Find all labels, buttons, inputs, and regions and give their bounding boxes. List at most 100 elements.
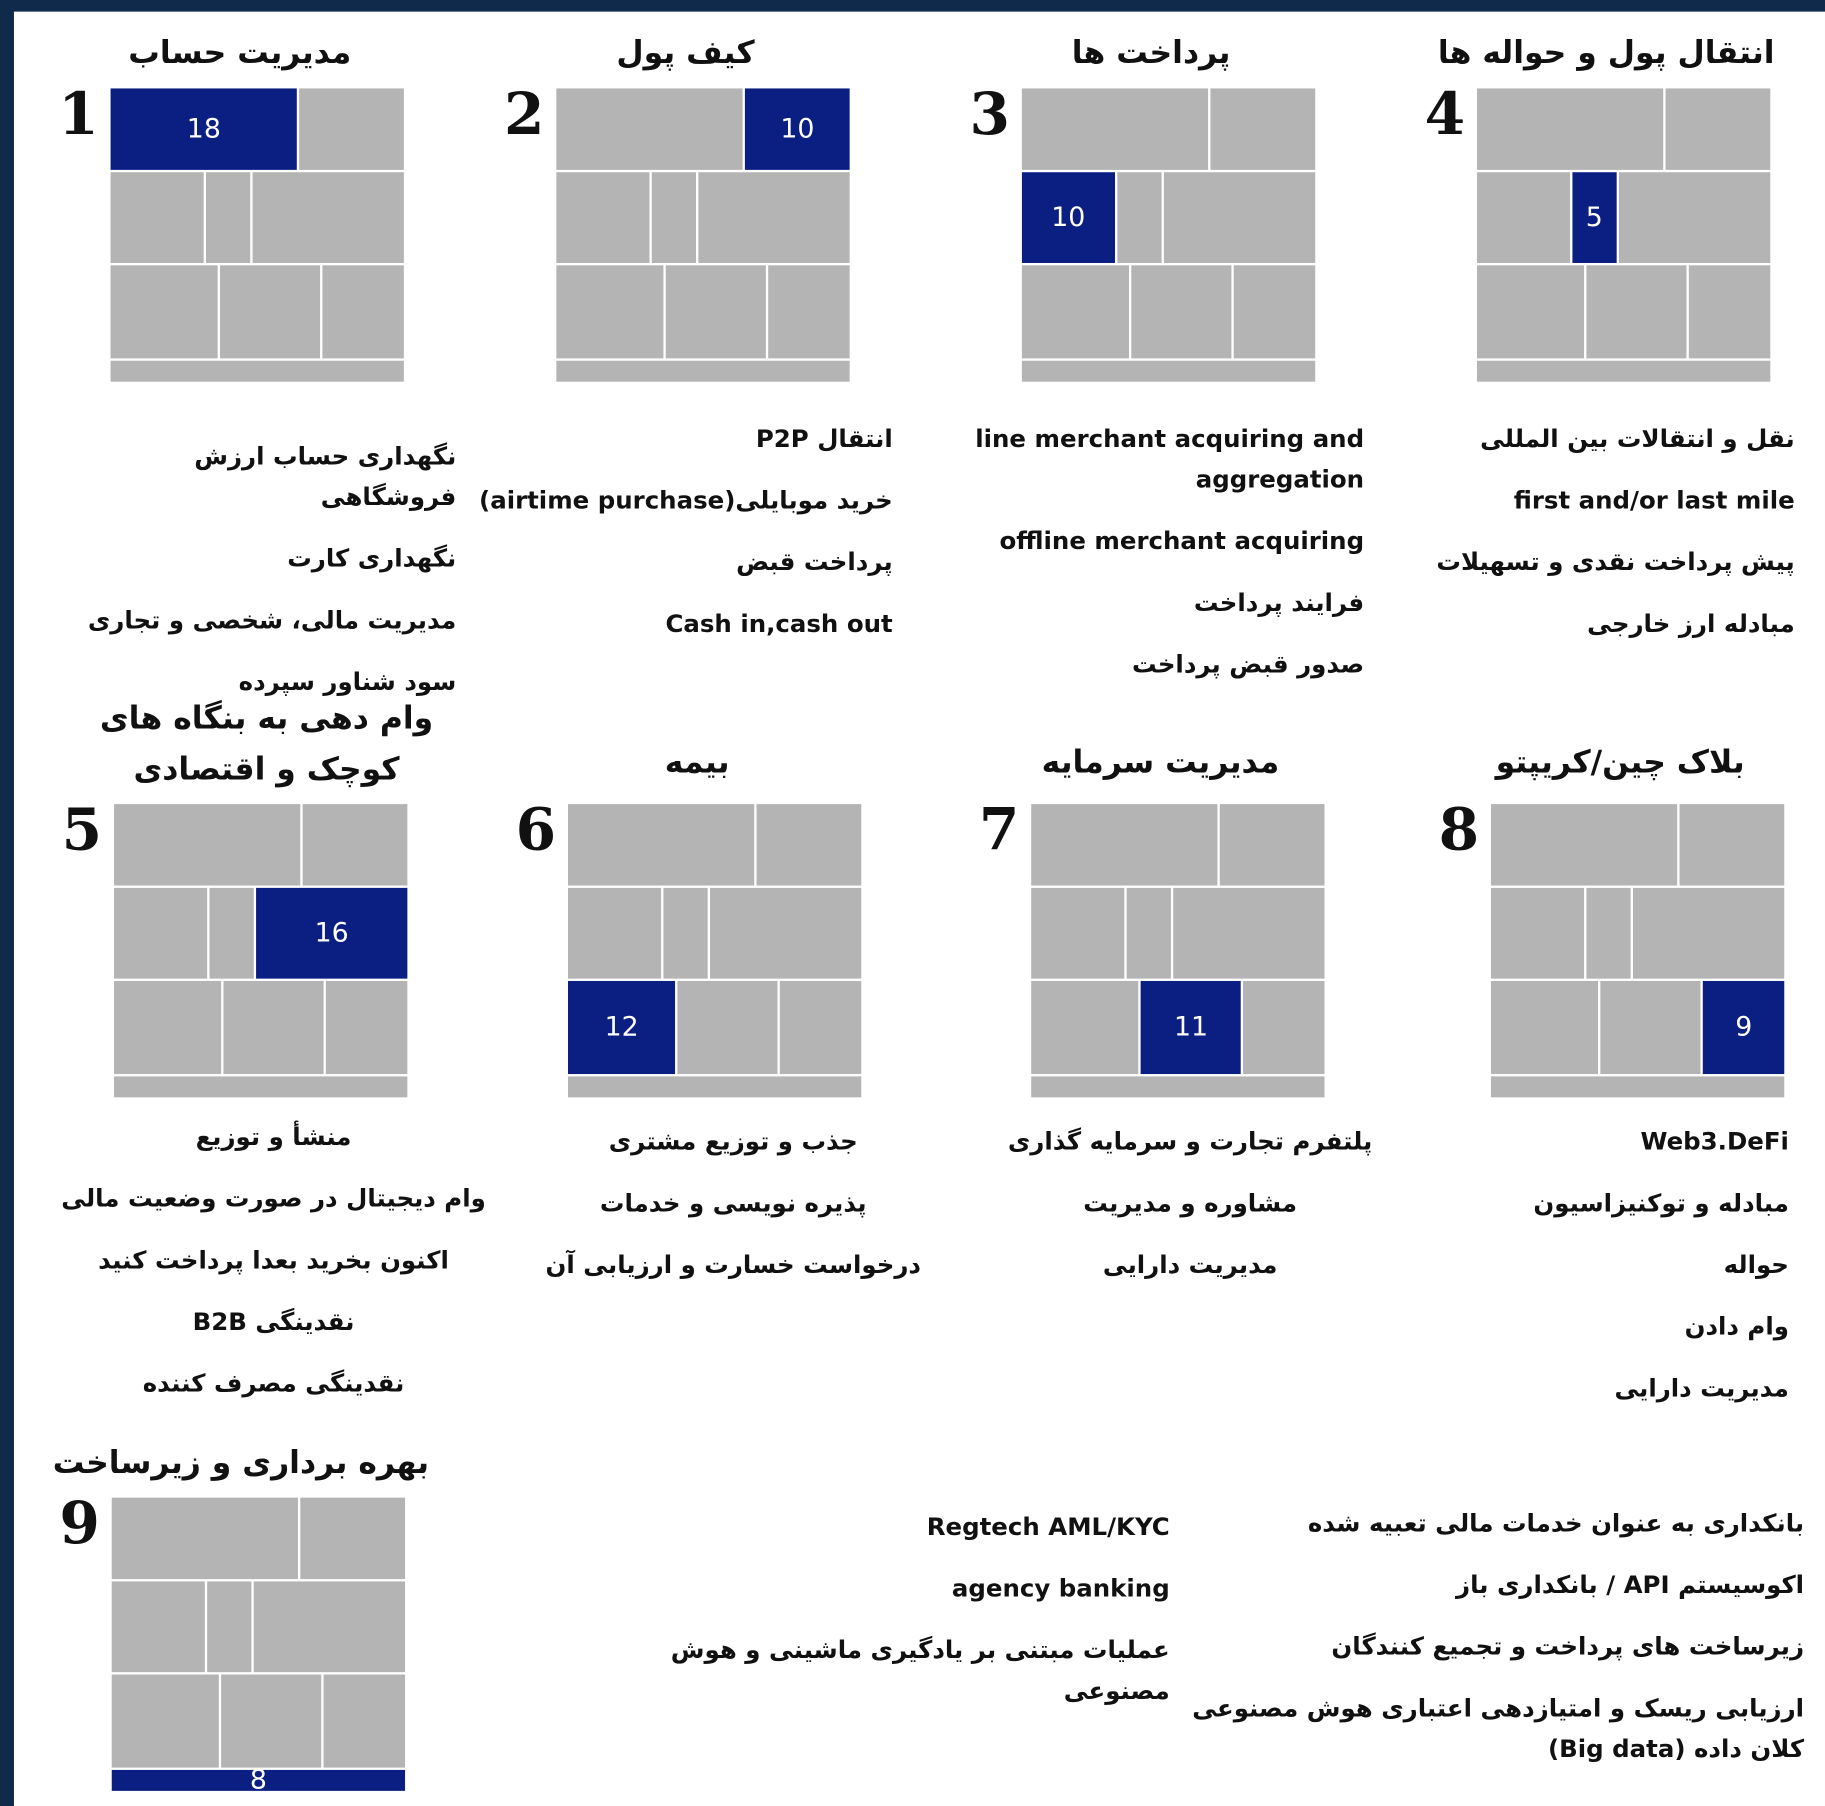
grid-cell <box>1243 980 1325 1075</box>
item-list: پلتفرم تجارت و سرمایه گذاری مشاوره و مدیر… <box>995 1122 1385 1307</box>
item: مبادله ارز خارجی <box>1587 609 1795 638</box>
grid-cell <box>556 265 664 359</box>
grid-cell <box>1031 887 1124 979</box>
panel-title: مدیریت حساب <box>128 34 352 71</box>
panel-number: 8 <box>1438 794 1480 864</box>
item: فرایند پرداخت <box>1193 588 1365 617</box>
item: پرداخت قبض <box>736 548 893 577</box>
grid-cell <box>1173 887 1325 979</box>
grid-cell <box>1490 804 1678 886</box>
panel-number: 4 <box>1424 79 1466 148</box>
grid-cell <box>1031 1076 1325 1098</box>
grid-cell <box>1490 980 1599 1075</box>
grid: 16 <box>114 804 408 1098</box>
item: بانکداری به عنوان خدمات مالی تعبیه شده <box>1307 1509 1805 1538</box>
item: مدیریت مالی، شخصی و تجاری <box>87 606 457 635</box>
grid-cell <box>1618 172 1771 263</box>
highlight-label: 11 <box>1174 1012 1209 1043</box>
grid-cell <box>556 172 650 263</box>
highlight-cell <box>1021 172 1115 263</box>
item: نقدینگی مصرف کننده <box>142 1369 405 1398</box>
highlight-cell <box>110 88 298 170</box>
grid-cell <box>114 887 207 979</box>
panel-title: بهره برداری و زیرساخت <box>52 1445 430 1482</box>
grid-cell <box>567 887 661 979</box>
highlight-label: 16 <box>314 918 349 949</box>
grid-cell <box>110 172 204 263</box>
item: مدیریت دارایی <box>1102 1250 1278 1279</box>
grid-cell <box>666 265 767 359</box>
grid-cell <box>1116 172 1162 263</box>
item-list: نگهداری حساب ارزش فروشگاهی نگهداری کارت مد… <box>70 436 456 723</box>
grid-cell <box>1031 804 1218 886</box>
grid-cell <box>209 887 254 979</box>
item: line merchant acquiring and aggregation <box>975 424 1365 494</box>
item-list: انتقال P2P خرید موبایلی(airtime purchase)… <box>466 419 893 666</box>
highlight-cell <box>256 887 408 979</box>
highlight-label: 10 <box>780 114 815 145</box>
item-list: جذب و توزیع مشتری پذیره نویسی و خدمات درخو… <box>530 1122 937 1307</box>
grid-cell <box>114 804 301 886</box>
item: درخواست خسارت و ارزیابی آن <box>545 1250 921 1279</box>
item: مبادله و توکنیزاسیون <box>1533 1189 1789 1218</box>
grid-cell <box>1490 1076 1785 1098</box>
item: پلتفرم تجارت و سرمایه گذاری <box>1007 1127 1373 1156</box>
grid-cell <box>1220 804 1325 886</box>
grid-cell <box>253 1581 406 1673</box>
grid: 18 <box>110 88 404 382</box>
highlight-label: 8 <box>249 1765 267 1796</box>
grid: 5 <box>1476 88 1771 382</box>
grid-cell <box>1126 887 1171 979</box>
highlight-label: 5 <box>1585 202 1603 233</box>
grid-cell <box>567 804 755 886</box>
grid-cell <box>698 172 850 263</box>
grid-cell <box>768 265 850 359</box>
grid-cell <box>1163 172 1316 263</box>
panel-title: بلاک چین/کریپتو <box>1495 744 1745 781</box>
grid-cell <box>1476 265 1585 359</box>
grid: 10 <box>1021 88 1316 382</box>
grid-cell <box>1600 980 1701 1075</box>
grid-cell <box>252 172 404 263</box>
item: نقدینگی B2B <box>192 1307 355 1336</box>
item: انتقال P2P <box>755 424 893 453</box>
item: Web3.DeFi <box>1640 1127 1789 1156</box>
grid-cell <box>1490 887 1584 979</box>
grid-cell <box>206 1581 252 1673</box>
highlight-cell <box>111 1769 406 1791</box>
highlight-cell <box>1140 980 1242 1075</box>
item-list: بانکداری به عنوان خدمات مالی تعبیه شده اک… <box>1190 1503 1805 1790</box>
item: پذیره نویسی و خدمات <box>599 1189 867 1218</box>
grid-cell <box>1131 265 1232 359</box>
grid-cell <box>111 1674 220 1768</box>
grid: 11 <box>1031 804 1325 1098</box>
panel-title: مدیریت سرمایه <box>1041 744 1280 781</box>
highlight-label: 10 <box>1051 202 1086 233</box>
item: اکنون بخرید بعدا پرداخت کنید <box>98 1246 449 1275</box>
grid-cell <box>205 172 251 263</box>
panel-title: پرداخت ها <box>1071 34 1231 71</box>
item: نگهداری کارت <box>287 544 457 573</box>
item: ارزیابی ریسک و امتیازدهی اعتباری هوش مصن… <box>1192 1694 1805 1763</box>
grid-cell <box>1234 265 1316 359</box>
item-list: نقل و انتقالات بین المللی first and/or la… <box>1385 419 1795 666</box>
item: offline merchant acquiring <box>999 527 1365 556</box>
grid-cell <box>1665 88 1771 170</box>
grid-cell <box>111 1497 299 1580</box>
grid: 9 <box>1490 804 1785 1098</box>
grid-cell <box>1021 360 1316 382</box>
grid-cell <box>324 1674 406 1768</box>
grid-cell <box>114 980 222 1075</box>
grid-cell <box>1585 887 1631 979</box>
item: وام دادن <box>1684 1312 1789 1341</box>
item: حواله <box>1723 1250 1789 1279</box>
grid: 10 <box>556 88 850 382</box>
panel-number: 5 <box>61 794 103 864</box>
item: نگهداری حساب ارزش فروشگاهی <box>194 442 457 511</box>
grid-cell <box>299 88 404 170</box>
panel-title: وام دهی به بنگاه های کوچک و اقتصادی <box>99 700 434 788</box>
panel-title: بیمه <box>664 744 730 781</box>
grid-cell <box>556 88 743 170</box>
item: Cash in,cash out <box>665 609 893 638</box>
